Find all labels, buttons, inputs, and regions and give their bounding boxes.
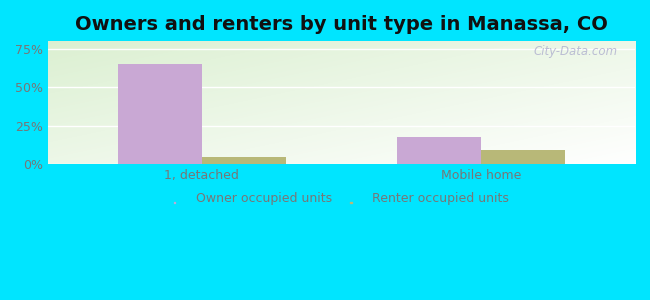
- Text: City-Data.com: City-Data.com: [533, 45, 618, 58]
- Bar: [202, 157, 285, 164]
- Bar: [481, 150, 565, 164]
- Bar: [118, 64, 202, 164]
- Title: Owners and renters by unit type in Manassa, CO: Owners and renters by unit type in Manas…: [75, 15, 608, 34]
- Bar: [397, 136, 481, 164]
- Legend: Owner occupied units, Renter occupied units: Owner occupied units, Renter occupied un…: [169, 187, 514, 210]
